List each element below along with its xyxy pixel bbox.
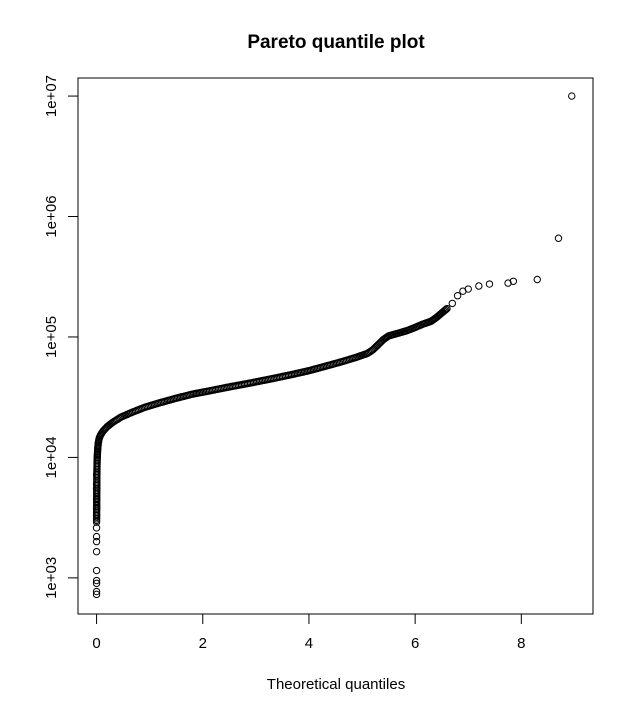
data-point (453, 292, 462, 300)
data-point (92, 495, 101, 503)
data-point (509, 277, 518, 285)
data-point (92, 590, 101, 599)
x-tick-label: 0 (92, 635, 100, 652)
data-point (92, 566, 101, 575)
y-tick-label: 1e+05 (43, 316, 60, 358)
y-tick-label: 1e+06 (43, 195, 60, 237)
x-tick-label: 8 (517, 635, 525, 652)
chart-title: Pareto quantile plot (247, 32, 425, 53)
data-point (92, 579, 101, 588)
data-points (92, 92, 576, 599)
y-axis: 1e+03 1e+04 1e+05 1e+06 1e+07 (43, 75, 79, 599)
data-point (504, 279, 512, 287)
x-tick-label: 2 (199, 635, 207, 652)
data-point (464, 285, 472, 293)
plot-frame (77, 77, 594, 615)
data-point (92, 576, 101, 585)
data-point (442, 305, 450, 314)
y-tick-label: 1e+07 (43, 75, 60, 117)
data-point (92, 547, 101, 556)
x-axis: 0 2 4 6 8 (92, 613, 525, 652)
data-point (92, 484, 101, 493)
data-point (92, 470, 101, 479)
data-point (92, 532, 101, 541)
data-point (533, 275, 541, 284)
data-point (441, 306, 449, 315)
x-axis-label: Theoretical quantiles (267, 676, 405, 693)
data-point (443, 304, 451, 313)
x-tick-label: 6 (411, 635, 419, 652)
data-point (554, 234, 563, 242)
data-point (485, 280, 494, 288)
data-point (568, 92, 576, 100)
y-tick-label: 1e+03 (43, 557, 60, 599)
data-point (92, 480, 101, 488)
data-point (92, 524, 101, 532)
data-point (448, 299, 456, 308)
y-tick-label: 1e+04 (43, 436, 60, 478)
data-point (475, 282, 483, 290)
data-point (92, 587, 101, 596)
data-point (92, 511, 101, 520)
x-tick-label: 4 (305, 635, 313, 652)
data-point (107, 419, 116, 428)
data-point (92, 537, 101, 546)
data-point (92, 504, 101, 512)
